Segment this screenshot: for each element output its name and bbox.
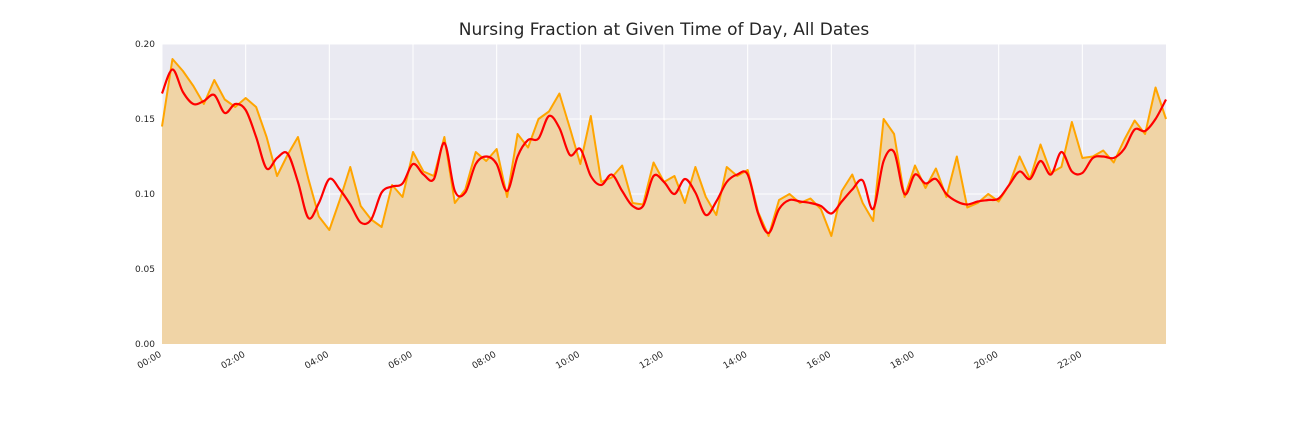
- x-tick-label: 10:00: [554, 350, 582, 372]
- x-tick-label: 18:00: [889, 350, 917, 372]
- x-tick-label: 14:00: [722, 350, 750, 372]
- x-tick-label: 08:00: [471, 350, 499, 372]
- chart-title: Nursing Fraction at Given Time of Day, A…: [458, 20, 870, 40]
- y-tick-label: 0.20: [135, 40, 155, 50]
- x-tick-label: 02:00: [220, 350, 248, 372]
- y-tick-label: 0.15: [135, 115, 155, 125]
- x-tick-label: 22:00: [1056, 350, 1084, 372]
- x-tick-label: 06:00: [387, 350, 415, 372]
- x-tick-label: 00:00: [136, 350, 164, 372]
- x-tick-label: 12:00: [638, 350, 666, 372]
- raw-area-fill: [162, 59, 1166, 344]
- smoothed-series-line: [160, 68, 1167, 235]
- y-tick-label: 0.05: [135, 265, 155, 275]
- y-tick-label: 0.10: [135, 190, 155, 200]
- x-tick-label: 16:00: [805, 350, 833, 372]
- x-tick-label: 20:00: [973, 350, 1001, 372]
- x-tick-label: 04:00: [303, 350, 331, 372]
- y-tick-label: 0.00: [135, 340, 155, 350]
